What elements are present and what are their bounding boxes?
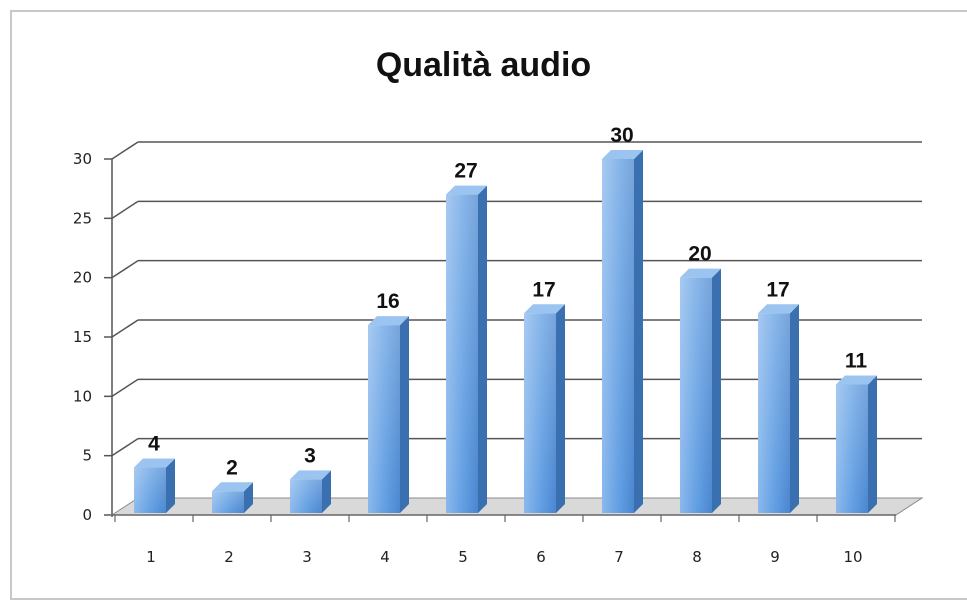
bar-9 — [758, 304, 799, 513]
bar-4 — [368, 316, 409, 513]
bar-shine-10 — [836, 384, 868, 513]
data-label-2: 2 — [226, 456, 238, 479]
bar-side-5 — [478, 185, 487, 513]
data-label-1: 4 — [148, 433, 160, 456]
gridline-diag-15 — [111, 319, 139, 338]
bar-shine-8 — [680, 277, 712, 513]
data-label-6: 17 — [532, 278, 555, 301]
x-tick-label-2: 2 — [224, 548, 234, 566]
bar-side-1 — [166, 458, 175, 513]
bar-shine-4 — [368, 325, 400, 513]
bar-top-9 — [758, 304, 799, 314]
bar-top-2 — [212, 482, 253, 492]
x-tick-label-9: 9 — [770, 548, 780, 566]
bar-top-4 — [368, 316, 409, 326]
gridline-diag-10 — [111, 378, 139, 397]
gridline-diag-20 — [111, 260, 139, 279]
bar-8 — [680, 268, 721, 513]
y-tick-label-25: 25 — [73, 209, 92, 227]
x-tick-label-5: 5 — [458, 548, 468, 566]
y-tick-label-30: 30 — [73, 150, 92, 168]
y-axis-tick-labels: 0 5 10 15 20 25 30 — [73, 150, 92, 524]
bar-shine-6 — [524, 313, 556, 513]
data-label-9: 17 — [766, 278, 789, 301]
bar-7 — [602, 150, 643, 513]
bar-shine-7 — [602, 159, 634, 513]
bar-side-7 — [634, 150, 643, 513]
x-tick-label-4: 4 — [380, 548, 390, 566]
bar-shine-9 — [758, 313, 790, 513]
bar-side-6 — [556, 304, 565, 513]
x-tick-label-10: 10 — [843, 548, 862, 566]
bar-side-8 — [712, 268, 721, 513]
chart-title: Qualità audio — [375, 46, 592, 84]
bar-shine-3 — [290, 479, 322, 513]
y-tick-label-0: 0 — [82, 506, 92, 524]
x-tick-label-7: 7 — [614, 548, 624, 566]
bar-10 — [836, 375, 877, 513]
data-label-3: 3 — [304, 444, 316, 467]
bar-top-8 — [680, 268, 721, 278]
y-tick-label-5: 5 — [82, 447, 92, 465]
bar-top-3 — [290, 470, 331, 480]
bar-2 — [212, 482, 253, 513]
bar-1 — [134, 458, 175, 513]
bar-shine-2 — [212, 491, 244, 513]
bar-top-5 — [446, 185, 487, 195]
data-label-5: 27 — [454, 160, 477, 183]
x-axis-tick-labels: 1 2 3 4 5 6 7 8 9 10 — [146, 548, 862, 566]
data-label-4: 16 — [376, 290, 399, 313]
bar-side-4 — [400, 316, 409, 513]
gridline-diag-5 — [111, 438, 139, 457]
bar-shine-5 — [446, 194, 478, 513]
x-tick-label-1: 1 — [146, 548, 156, 566]
gridline-diag-25 — [111, 200, 139, 219]
bar-shine-1 — [134, 467, 166, 513]
bar-side-9 — [790, 304, 799, 513]
bar-side-2 — [244, 482, 253, 513]
bar-top-10 — [836, 375, 877, 385]
bar-chart: 0 5 10 15 20 25 30 1 2 3 4 5 6 7 8 9 10 4 2 3 16 27 17 30 20 17… — [73, 124, 924, 566]
bar-top-1 — [134, 458, 175, 468]
bar-top-7 — [602, 150, 643, 159]
bar-3 — [290, 470, 331, 513]
bar-side-3 — [322, 470, 331, 513]
data-label-10: 11 — [845, 349, 868, 372]
data-label-8: 20 — [688, 243, 711, 266]
bar-5 — [446, 185, 487, 513]
y-tick-label-20: 20 — [73, 269, 92, 287]
data-label-7: 30 — [610, 124, 633, 147]
bar-6 — [524, 304, 565, 513]
x-tick-label-6: 6 — [536, 548, 546, 566]
gridline-diag-30 — [111, 141, 139, 160]
x-tick-label-8: 8 — [692, 548, 702, 566]
bars — [134, 150, 877, 513]
y-tick-label-10: 10 — [73, 387, 92, 405]
bar-side-10 — [868, 375, 877, 513]
y-tick-label-15: 15 — [73, 328, 92, 346]
bar-top-6 — [524, 304, 565, 314]
x-tick-label-3: 3 — [302, 548, 312, 566]
data-labels: 4 2 3 16 27 17 30 20 17 11 — [148, 124, 867, 479]
